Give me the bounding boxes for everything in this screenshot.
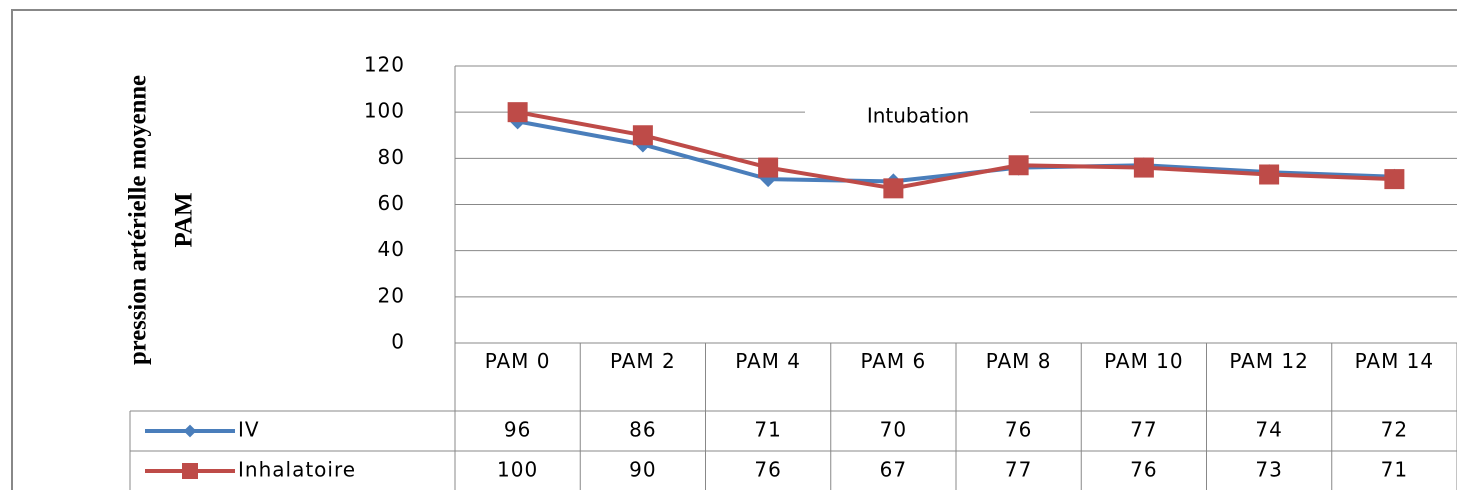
data-point [1008, 155, 1029, 176]
x-tick-label: PAM 0 [484, 349, 551, 373]
y-axis-label: pression artérielle moyenne PAM [125, 75, 198, 365]
table-value: 73 [1255, 458, 1282, 482]
series-line [517, 110, 1395, 191]
table-value: 72 [1381, 418, 1408, 442]
table-value: 86 [629, 418, 656, 442]
table-value: 77 [1130, 418, 1157, 442]
x-tick-label: PAM 4 [735, 349, 802, 373]
x-tick-label: PAM 14 [1354, 349, 1435, 373]
annotation-bg [805, 100, 1030, 126]
y-tick-label: 0 [391, 330, 405, 354]
legend-label: IV [238, 418, 260, 442]
y-tick-label: 60 [378, 191, 405, 215]
x-tick-label: PAM 12 [1229, 349, 1309, 373]
x-tick-label: PAM 10 [1104, 349, 1184, 373]
data-point [883, 178, 904, 199]
x-tick-label: PAM 8 [985, 349, 1052, 373]
table-value: 76 [1005, 418, 1032, 442]
y-label-line: PAM [171, 192, 198, 247]
data-point [1259, 164, 1280, 185]
data-point [507, 102, 528, 123]
x-tick-label: PAM 6 [860, 349, 927, 373]
data-point [758, 157, 779, 178]
data-point [1133, 157, 1154, 178]
y-tick-label: 120 [364, 53, 405, 77]
table-value: 67 [880, 458, 907, 482]
table-value: 74 [1255, 418, 1282, 442]
table-value: 90 [629, 458, 656, 482]
table-value: 70 [880, 418, 907, 442]
x-tick-label: PAM 2 [609, 349, 676, 373]
annotation: Intubation [867, 104, 969, 128]
y-label-line: pression artérielle moyenne [125, 75, 152, 365]
y-tick-label: 20 [378, 283, 405, 307]
frame [11, 9, 1457, 490]
table-value: 76 [754, 458, 781, 482]
legend-marker [182, 463, 198, 479]
legend-label: Inhalatoire [238, 458, 356, 482]
table-value: 77 [1005, 458, 1032, 482]
table-value: 71 [1381, 458, 1408, 482]
y-tick-label: 80 [378, 145, 405, 169]
legend-marker [183, 424, 197, 438]
table-value: 96 [504, 418, 531, 442]
data-point [1384, 169, 1405, 190]
table-value: 71 [754, 418, 781, 442]
table-value: 100 [497, 458, 538, 482]
series-line [517, 119, 1395, 184]
table-value: 76 [1130, 458, 1157, 482]
y-tick-label: 40 [378, 237, 405, 261]
y-tick-label: 100 [364, 99, 405, 123]
data-point [632, 125, 653, 146]
